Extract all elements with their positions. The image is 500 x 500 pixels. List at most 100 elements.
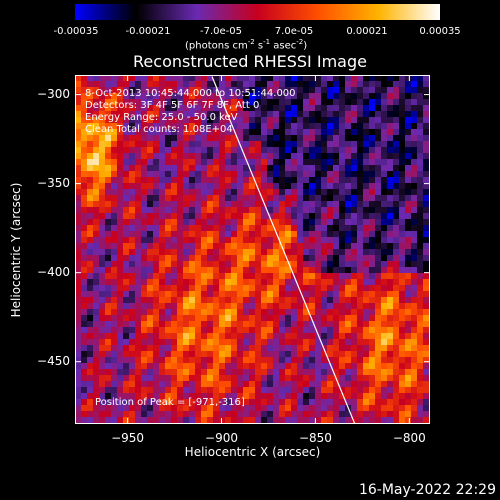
heatmap-cell (189, 87, 196, 94)
heatmap-cell (207, 273, 214, 280)
heatmap-cell (75, 267, 82, 274)
heatmap-cell (135, 183, 142, 190)
heatmap-cell (177, 117, 184, 124)
heatmap-cell (411, 303, 418, 310)
heatmap-cell (399, 153, 406, 160)
heatmap-cell (273, 153, 280, 160)
heatmap-cell (411, 345, 418, 352)
heatmap-cell (111, 165, 118, 172)
heatmap-cell (243, 297, 250, 304)
heatmap-cell (87, 201, 94, 208)
heatmap-cell (375, 243, 382, 250)
heatmap-cell (405, 291, 412, 298)
heatmap-cell (375, 111, 382, 118)
heatmap-cell (201, 351, 208, 358)
heatmap-cell (369, 387, 376, 394)
heatmap-cell (219, 189, 226, 196)
heatmap-cell (297, 213, 304, 220)
heatmap-cell (405, 237, 412, 244)
heatmap-cell (117, 273, 124, 280)
heatmap-cell (75, 171, 82, 178)
heatmap-cell (381, 177, 388, 184)
heatmap-cell (315, 189, 322, 196)
heatmap-cell (279, 237, 286, 244)
heatmap-cell (399, 81, 406, 88)
heatmap-cell (297, 105, 304, 112)
heatmap-cell (321, 297, 328, 304)
heatmap-cell (273, 327, 280, 334)
heatmap-cell (339, 243, 346, 250)
heatmap-cell (129, 309, 136, 316)
heatmap-cell (387, 369, 394, 376)
heatmap-cell (207, 405, 214, 412)
heatmap-cell (219, 231, 226, 238)
heatmap-cell (399, 147, 406, 154)
heatmap-cell (231, 405, 238, 412)
heatmap-cell (321, 105, 328, 112)
heatmap-cell (339, 165, 346, 172)
heatmap-cell (105, 147, 112, 154)
heatmap-cell (123, 207, 130, 214)
heatmap-cell (117, 327, 124, 334)
heatmap-cell (261, 123, 268, 130)
heatmap-cell (201, 411, 208, 418)
heatmap-cell (369, 171, 376, 178)
heatmap-cell (81, 81, 88, 88)
heatmap-cell (105, 387, 112, 394)
heatmap-cell (261, 339, 268, 346)
heatmap-cell (165, 159, 172, 166)
heatmap-cell (195, 81, 202, 88)
heatmap-cell (201, 159, 208, 166)
heatmap-cell (207, 129, 214, 136)
heatmap-cell (273, 99, 280, 106)
heatmap-cell (231, 249, 238, 256)
heatmap-cell (327, 399, 334, 406)
heatmap-cell (219, 285, 226, 292)
heatmap-cell (129, 297, 136, 304)
heatmap-cell (213, 291, 220, 298)
heatmap-cell (147, 291, 154, 298)
heatmap-cell (201, 387, 208, 394)
heatmap-cell (129, 327, 136, 334)
heatmap-cell (333, 153, 340, 160)
heatmap-cell (381, 309, 388, 316)
heatmap-cell (423, 309, 430, 316)
heatmap-cell (339, 393, 346, 400)
heatmap-cell (225, 111, 232, 118)
heatmap-cell (231, 153, 238, 160)
heatmap-cell (369, 123, 376, 130)
heatmap-cell (351, 309, 358, 316)
heatmap-cell (87, 105, 94, 112)
heatmap-cell (141, 297, 148, 304)
heatmap-cell (105, 243, 112, 250)
heatmap-cell (201, 393, 208, 400)
heatmap-cell (123, 111, 130, 118)
heatmap-cell (267, 123, 274, 130)
heatmap-cell (375, 297, 382, 304)
heatmap-cell (327, 99, 334, 106)
heatmap-cell (111, 333, 118, 340)
heatmap-cell (123, 171, 130, 178)
heatmap-cell (387, 267, 394, 274)
heatmap-cell (237, 231, 244, 238)
heatmap-cell (321, 237, 328, 244)
heatmap-cell (369, 375, 376, 382)
heatmap-cell (231, 291, 238, 298)
heatmap-cell (261, 189, 268, 196)
heatmap-cell (297, 93, 304, 100)
heatmap-cell (189, 117, 196, 124)
heatmap-cell (387, 219, 394, 226)
heatmap-cell (315, 195, 322, 202)
heatmap-cell (423, 207, 430, 214)
x-tick-label: −800 (392, 431, 426, 445)
heatmap-cell (345, 339, 352, 346)
heatmap-cell (327, 411, 334, 418)
heatmap-cell (255, 225, 262, 232)
heatmap-cell (405, 417, 412, 424)
heatmap-cell (213, 195, 220, 202)
heatmap-cell (171, 231, 178, 238)
heatmap-cell (171, 189, 178, 196)
heatmap-cell (105, 93, 112, 100)
heatmap-cell (231, 105, 238, 112)
heatmap-cell (201, 231, 208, 238)
